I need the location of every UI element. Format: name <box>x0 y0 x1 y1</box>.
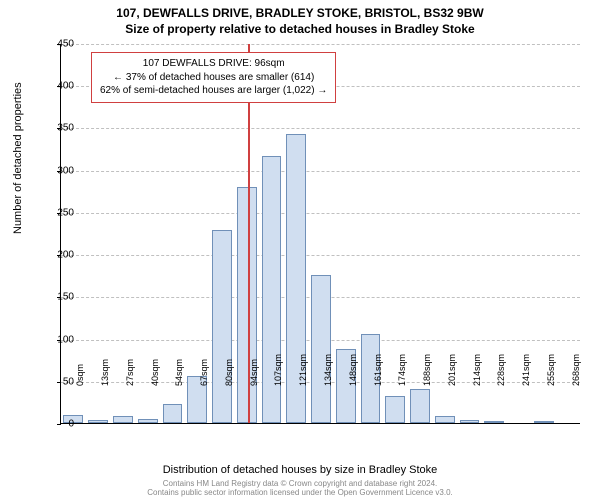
histogram-bar <box>138 419 158 423</box>
histogram-bar <box>88 420 108 423</box>
gridline <box>61 213 580 214</box>
chart-container: 107, DEWFALLS DRIVE, BRADLEY STOKE, BRIS… <box>0 0 600 500</box>
histogram-bar <box>460 420 480 423</box>
xtick-label: 174sqm <box>397 354 407 386</box>
xtick-label: 0sqm <box>75 364 85 386</box>
ytick-label: 450 <box>44 39 74 50</box>
histogram-bar <box>311 275 331 423</box>
histogram-bar <box>385 396 405 423</box>
xtick-label: 255sqm <box>546 354 556 386</box>
ytick-label: 100 <box>44 334 74 345</box>
annotation-line-2: ← 37% of detached houses are smaller (61… <box>100 71 327 85</box>
annotation-box: 107 DEWFALLS DRIVE: 96sqm ← 37% of detac… <box>91 52 336 103</box>
x-axis-label: Distribution of detached houses by size … <box>0 464 600 476</box>
histogram-bar <box>113 416 133 423</box>
histogram-bar <box>534 421 554 423</box>
xtick-label: 214sqm <box>472 354 482 386</box>
xtick-label: 107sqm <box>273 354 283 386</box>
histogram-bar <box>484 421 504 423</box>
histogram-bar <box>212 230 232 423</box>
chart-title-main: 107, DEWFALLS DRIVE, BRADLEY STOKE, BRIS… <box>0 6 600 20</box>
histogram-bar <box>163 404 183 423</box>
xtick-label: 134sqm <box>323 354 333 386</box>
xtick-label: 268sqm <box>571 354 581 386</box>
annotation-line-3: 62% of semi-detached houses are larger (… <box>100 84 327 98</box>
annotation-line-1: 107 DEWFALLS DRIVE: 96sqm <box>100 57 327 71</box>
histogram-bar <box>410 389 430 423</box>
xtick-label: 40sqm <box>150 359 160 386</box>
footer-line-2: Contains public sector information licen… <box>0 489 600 498</box>
xtick-label: 201sqm <box>447 354 457 386</box>
xtick-label: 54sqm <box>174 359 184 386</box>
xtick-label: 228sqm <box>496 354 506 386</box>
xtick-label: 148sqm <box>348 354 358 386</box>
chart-title-sub: Size of property relative to detached ho… <box>0 22 600 36</box>
xtick-label: 80sqm <box>224 359 234 386</box>
xtick-label: 67sqm <box>199 359 209 386</box>
histogram-bar <box>237 187 257 423</box>
xtick-label: 121sqm <box>298 354 308 386</box>
ytick-label: 0 <box>44 419 74 430</box>
ytick-label: 200 <box>44 250 74 261</box>
gridline <box>61 128 580 129</box>
y-axis-label: Number of detached properties <box>12 82 24 234</box>
ytick-label: 250 <box>44 207 74 218</box>
xtick-label: 241sqm <box>521 354 531 386</box>
xtick-label: 94sqm <box>249 359 259 386</box>
xtick-label: 161sqm <box>373 354 383 386</box>
xtick-label: 13sqm <box>100 359 110 386</box>
histogram-bar <box>435 416 455 423</box>
ytick-label: 400 <box>44 81 74 92</box>
gridline <box>61 171 580 172</box>
xtick-label: 27sqm <box>125 359 135 386</box>
ytick-label: 300 <box>44 165 74 176</box>
gridline <box>61 255 580 256</box>
xtick-label: 188sqm <box>422 354 432 386</box>
footer-credits: Contains HM Land Registry data © Crown c… <box>0 480 600 498</box>
gridline <box>61 44 580 45</box>
ytick-label: 50 <box>44 376 74 387</box>
ytick-label: 350 <box>44 123 74 134</box>
ytick-label: 150 <box>44 292 74 303</box>
